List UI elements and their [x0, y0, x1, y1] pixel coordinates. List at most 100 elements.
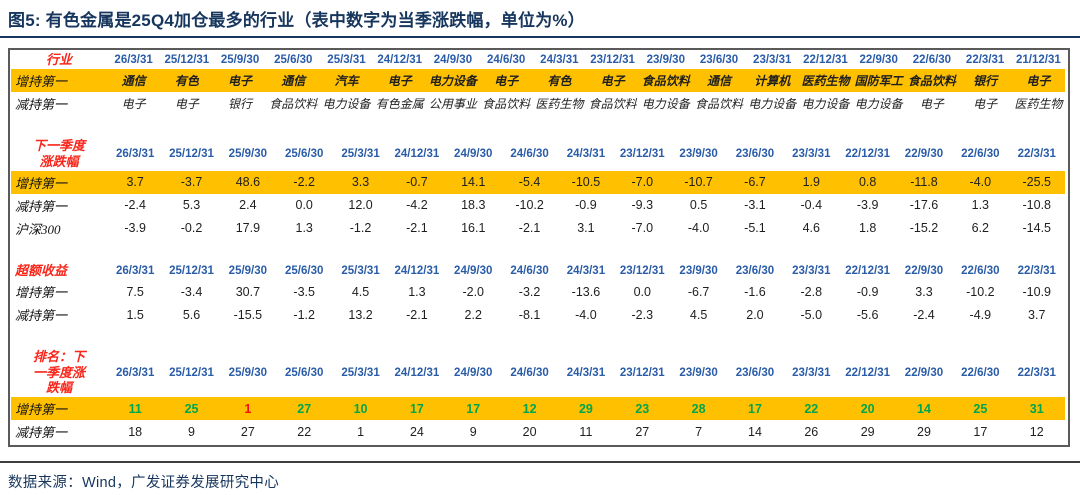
- table-cell: 25: [163, 397, 220, 421]
- date-column-header: 23/9/30: [679, 366, 718, 379]
- table-cell: -2.4: [913, 307, 935, 322]
- table-cell: 食品饮料: [588, 97, 637, 112]
- table-cell: 医药生物: [535, 97, 584, 112]
- table-cell: 30.7: [235, 284, 261, 299]
- table-cell: -3.9: [124, 221, 146, 236]
- table-cell: 电力设备: [854, 97, 903, 112]
- table-cell: -3.5: [293, 284, 315, 299]
- table-cell: -2.2: [276, 170, 333, 194]
- table-cell: 国防军工: [852, 69, 906, 93]
- table-cell: 26: [804, 424, 819, 439]
- section-header-label: 行业: [45, 52, 72, 67]
- table-cell: 17.9: [235, 221, 261, 236]
- table-cell: 有色: [160, 69, 214, 93]
- source-note: 数据来源：Wind，广发证券发展研究中心: [8, 475, 280, 492]
- date-column-header: 23/3/31: [792, 265, 831, 278]
- date-column-header: 24/9/30: [454, 366, 493, 379]
- table-cell: 14: [748, 424, 762, 439]
- date-column-header: 24/6/30: [510, 148, 549, 161]
- date-column-header: 24/9/30: [433, 54, 473, 67]
- date-column-header: 25/6/30: [285, 148, 324, 161]
- date-column-header: 25/3/31: [341, 265, 380, 278]
- table-cell: 5.3: [182, 198, 201, 213]
- table-cell: 9: [188, 424, 195, 439]
- date-column-header: 24/9/30: [454, 265, 493, 278]
- table-cell: -1.2: [349, 221, 372, 236]
- date-column-header: 24/6/30: [486, 54, 526, 67]
- row-label: 增持第一: [15, 285, 68, 301]
- table-cell: 27: [635, 424, 650, 439]
- date-column-header: 25/9/30: [228, 148, 268, 161]
- table-cell: -4.0: [687, 221, 710, 236]
- table-cell: 食品饮料: [269, 97, 318, 112]
- table-cell: 1.3: [971, 198, 990, 213]
- date-column-header: 22/9/30: [859, 54, 898, 67]
- table-cell: -10.2: [966, 284, 995, 299]
- table-cell: 20: [522, 424, 537, 439]
- table-cell: 16.1: [461, 221, 486, 236]
- table-cell: 17: [973, 424, 988, 439]
- table-cell: 28: [670, 397, 727, 421]
- date-column-header: 25/12/31: [169, 265, 214, 278]
- date-column-header: 23/6/30: [735, 366, 775, 379]
- table-cell: -4.0: [575, 307, 597, 322]
- table-cell: 31: [1008, 397, 1065, 421]
- table-cell: -3.7: [163, 170, 220, 194]
- table-cell: 17: [726, 397, 784, 421]
- table-cell: -10.2: [515, 198, 544, 213]
- table-cell: 4.5: [689, 307, 708, 322]
- table-cell: 汽车: [319, 69, 374, 93]
- row-label: 增持第一: [11, 397, 107, 421]
- table-cell: 1.5: [126, 307, 144, 322]
- table-cell: 22: [297, 424, 312, 439]
- table-cell: -2.4: [124, 198, 146, 213]
- row-label: 减持第一: [15, 425, 68, 441]
- table-cell: -7.0: [614, 170, 671, 194]
- table-cell: -2.1: [406, 307, 428, 322]
- table-cell: -0.9: [575, 198, 597, 213]
- table-cell: -7.0: [631, 221, 654, 236]
- table-cell: 1.8: [858, 221, 877, 236]
- table-section-industry: 行业 26/3/31 25/12/31 25/9/30 25/6/30 25/3/31 24…: [11, 50, 1065, 115]
- table-row: 增持第一 3.7 -3.7 48.6 -2.2 3.3 -0.7 14.1 -5.4 -10.5-…: [11, 170, 1065, 194]
- table-cell: 电力设备: [426, 69, 480, 93]
- table-cell: -5.4: [501, 170, 558, 194]
- table-cell: -2.0: [462, 284, 484, 299]
- date-column-header: 24/9/30: [454, 148, 493, 161]
- table-cell: -5.1: [744, 221, 766, 236]
- table-cell: 食品饮料: [639, 69, 693, 93]
- row-label: 沪深300: [15, 221, 61, 237]
- table-cell: 12: [1029, 424, 1044, 439]
- table-cell: -13.6: [571, 284, 601, 299]
- date-column-header: 22/3/31: [1017, 148, 1056, 161]
- table-cell: 29: [860, 424, 875, 439]
- table-cell: -6.7: [726, 170, 784, 194]
- date-column-header: 23/6/30: [735, 265, 775, 278]
- date-column-header: 25/12/31: [169, 148, 214, 161]
- row-label: 减持第一: [15, 97, 68, 113]
- date-column-header: 22/3/31: [965, 54, 1005, 67]
- table-cell: 0.8: [839, 170, 896, 194]
- table-cell: 2.0: [746, 307, 764, 322]
- table-cell: -17.6: [909, 198, 939, 213]
- date-column-header: 24/6/30: [510, 366, 549, 379]
- section-header-label: 超额收益: [15, 262, 68, 278]
- table-row: 减持第一 18 9 27 22 1 24 9 20 11 27 7 14 26 29 29 17 12: [11, 420, 1065, 443]
- date-column-header: 23/9/30: [646, 54, 685, 67]
- table-cell: 医药生物: [798, 69, 853, 93]
- table-cell: -2.3: [631, 307, 654, 322]
- table-cell: 22: [783, 397, 840, 421]
- table-cell: 4.5: [351, 284, 370, 299]
- table-cell: 18.3: [461, 198, 486, 213]
- date-column-header: 22/9/30: [904, 265, 944, 278]
- table-row: 增持第一 通信 有色 电子 通信 汽车 电子 电力设备 电子 有色 电子 食品饮料 通信 计算机 医药生物国…: [11, 69, 1065, 93]
- table-cell: 食品饮料: [695, 97, 744, 112]
- date-column-header: 24/3/31: [566, 366, 606, 379]
- date-column-header: 26/3/31: [115, 148, 155, 161]
- date-column-header: 24/6/30: [510, 265, 549, 278]
- date-column-header: 22/12/31: [803, 54, 848, 67]
- table-section-rank: 排名：下 一季度涨 跌幅 26/3/31 25/12/31 25/9/30 25/6/3…: [11, 347, 1065, 443]
- table-cell: 0.0: [295, 198, 313, 213]
- table-cell: 电子: [174, 97, 199, 112]
- date-column-header: 25/6/30: [285, 366, 324, 379]
